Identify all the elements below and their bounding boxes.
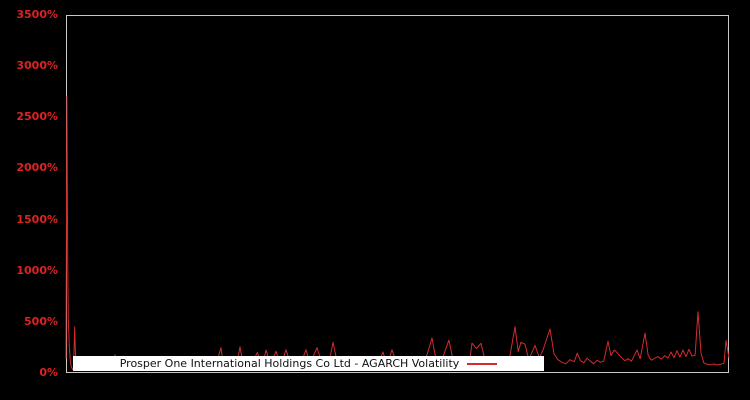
legend-line-sample <box>467 362 498 365</box>
y-axis: 0% 500% 1000% 1500% 2000% 2500% 3000% 3500% <box>0 0 60 400</box>
legend-label: Prosper One International Holdings Co Lt… <box>119 357 460 370</box>
y-tick-label: 3500% <box>16 8 58 21</box>
y-tick-label: 500% <box>24 314 58 328</box>
y-tick-label: 2000% <box>16 161 58 175</box>
plot-area <box>66 15 729 373</box>
legend: Prosper One International Holdings Co Lt… <box>73 356 544 371</box>
y-tick-label: 1000% <box>16 263 58 277</box>
y-tick-label: 0% <box>39 366 58 379</box>
y-tick-label: 3000% <box>16 59 58 73</box>
y-tick-label: 2500% <box>16 110 58 124</box>
y-tick-label: 1500% <box>16 212 58 226</box>
volatility-line <box>65 96 730 371</box>
